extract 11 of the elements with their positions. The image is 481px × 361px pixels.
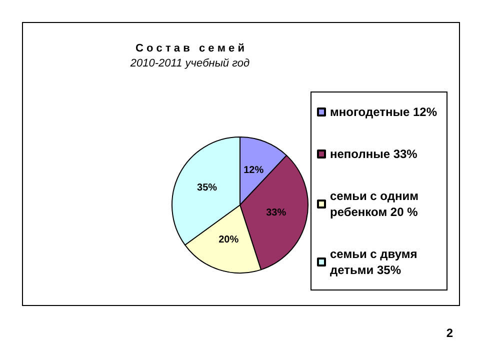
- legend-label: неполные 33%: [330, 147, 418, 161]
- legend-label: семьи с двумя детьми 35%: [330, 247, 418, 277]
- chart-title: С о с т а в с е м е й: [136, 42, 244, 54]
- chart-subtitle: 2010-2011 учебный год: [129, 58, 250, 70]
- data-label: 20%: [218, 234, 239, 246]
- text: 2: [446, 326, 453, 340]
- data-label: 33%: [266, 208, 286, 219]
- legend-label: семьи с одним ребенком 20 %: [330, 189, 419, 219]
- legend-label: многодетные 12%: [330, 105, 438, 119]
- data-label: 35%: [197, 182, 218, 194]
- data-label: 12%: [244, 165, 264, 176]
